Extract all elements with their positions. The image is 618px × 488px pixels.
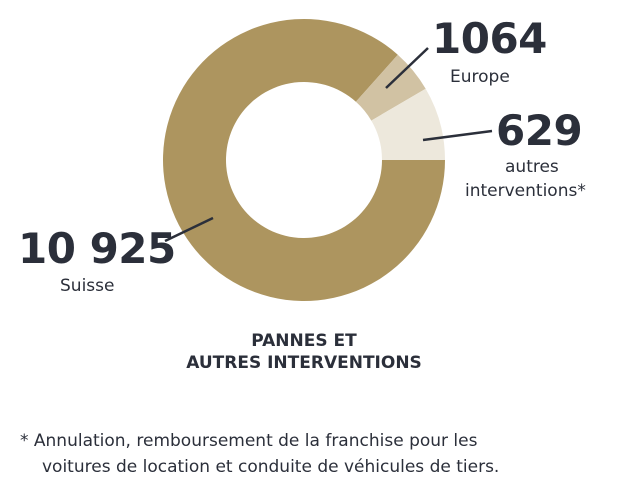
leader-line-europe — [385, 47, 429, 89]
chart-title-line1: PANNES ET — [251, 331, 357, 351]
footnote-line2: voitures de location et conduite de véhi… — [42, 457, 500, 477]
footnote: * Annulation, remboursement de la franch… — [20, 428, 610, 480]
category-label-autres-line2: interventions* — [465, 181, 586, 201]
donut-slice-autres — [355, 54, 426, 121]
category-label-europe: Europe — [450, 67, 510, 87]
footnote-line1: * Annulation, remboursement de la franch… — [20, 431, 478, 451]
chart-title-line2: AUTRES INTERVENTIONS — [186, 353, 422, 373]
category-label-autres-line1: autres — [505, 157, 559, 177]
chart-title: PANNES ET AUTRES INTERVENTIONS — [0, 330, 608, 374]
category-label-suisse: Suisse — [60, 276, 115, 296]
donut-slice-suisse — [163, 18, 445, 302]
value-label-suisse: 10 925 — [18, 224, 176, 273]
leader-line-autres — [422, 129, 493, 142]
donut-slice-europe — [371, 88, 445, 160]
leader-line-suisse — [164, 216, 214, 243]
value-label-autres: 629 — [496, 106, 583, 155]
value-label-europe: 1064 — [432, 14, 547, 63]
